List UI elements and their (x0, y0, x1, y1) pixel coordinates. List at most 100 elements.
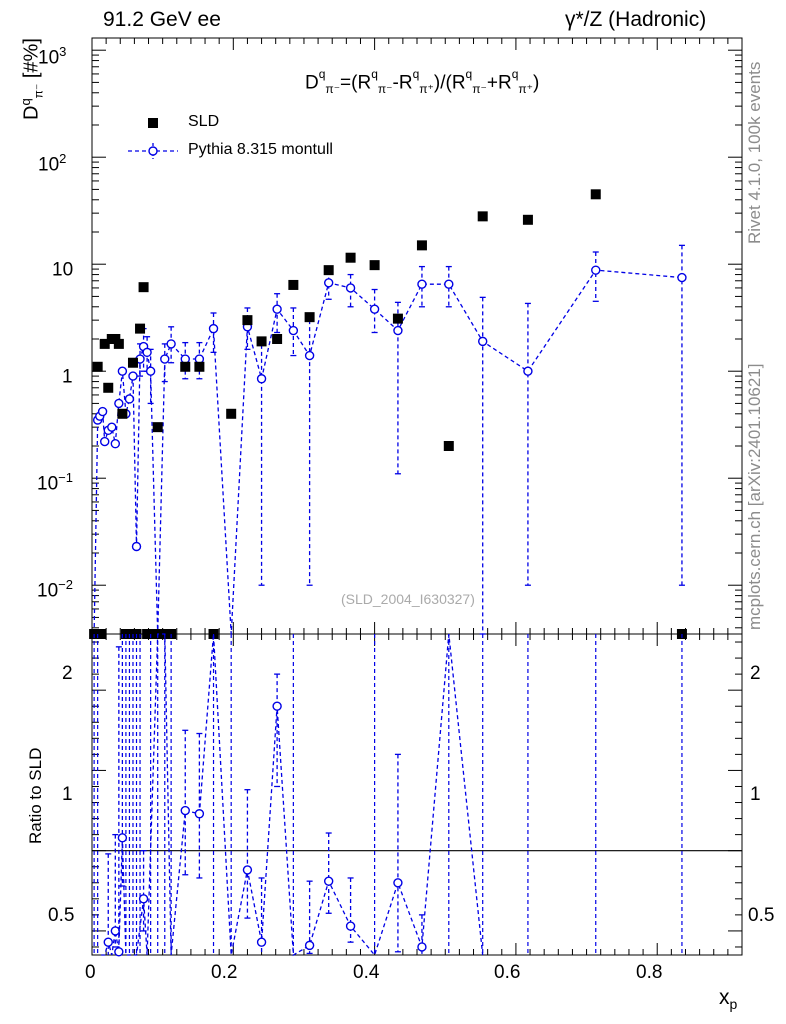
data-point (226, 408, 237, 419)
formula-sup-4: q (511, 67, 519, 81)
top-y-tick-label-100: 102 (38, 151, 67, 176)
data-point (117, 408, 128, 419)
data-point (113, 338, 124, 349)
analysis-annotation: (SLD_2004_I630327) (341, 591, 475, 607)
x-tick-label-2: 0.4 (353, 962, 380, 983)
mc-point (166, 339, 176, 349)
mc-point (160, 354, 170, 364)
x-tick-label-1: 0.2 (211, 962, 238, 983)
data-point (590, 189, 601, 200)
data-point (127, 357, 138, 368)
mc-point (288, 325, 299, 336)
x-label-sub: p (729, 996, 738, 1013)
mc-point (131, 541, 142, 552)
mc-point (369, 304, 380, 314)
mc-point (677, 272, 687, 283)
bottom-y-tick-label-0.5-right: 0.5 (748, 905, 775, 926)
data-point (256, 336, 267, 347)
mc-point (393, 325, 403, 336)
data-point (194, 361, 205, 372)
mc-point (97, 406, 108, 417)
mc-point (142, 347, 152, 358)
ratio-point (138, 894, 149, 904)
mc-point (591, 265, 601, 275)
data-point (152, 422, 163, 433)
mc-point (124, 394, 135, 404)
legend-data-label: SLD (188, 113, 220, 130)
formula-lhs-sub: π⁻ (325, 82, 341, 97)
formula-sub-2: π⁺ (419, 82, 434, 97)
ratio-point (345, 921, 356, 931)
mc-point (523, 366, 533, 376)
data-point (477, 211, 488, 222)
formula-sub-4: π⁺ (518, 82, 533, 97)
formula-div: )/(R (433, 72, 466, 94)
ratio-point (110, 926, 121, 936)
bottom-y-tick-label-2-left: 2 (62, 663, 73, 684)
header-right: γ*/Z (Hadronic) (565, 8, 707, 31)
mc-point (100, 436, 110, 447)
data-point (96, 629, 107, 639)
ratio-line (101, 633, 484, 957)
ratio-point (242, 865, 253, 875)
formula-lhs: D (305, 72, 319, 94)
top-y-tick-label-10: 10 (52, 259, 74, 281)
mc-point (110, 439, 121, 449)
bottom-y-tick-label-1-right: 1 (750, 784, 761, 805)
formula-lhs-sup: q (318, 67, 326, 81)
ratio-point (323, 876, 334, 886)
data-point (304, 312, 315, 323)
mc-point (208, 323, 219, 334)
data-point (369, 260, 380, 271)
mc-point (272, 304, 282, 314)
formula: Dqπ⁻=(Rqπ⁻-Rqπ⁺)/(Rqπ⁻+Rqπ⁺) (305, 67, 540, 97)
top-y-tick-label-0.01: 10−2 (37, 577, 73, 602)
mc-point (117, 366, 128, 376)
mc-point (114, 398, 124, 409)
formula-sup-3: q (465, 67, 473, 81)
mc-point (145, 366, 156, 376)
top-panel-frame (91, 37, 743, 635)
formula-sup-2: q (412, 67, 420, 81)
top-y-tick-label-1000: 103 (38, 44, 67, 69)
ratio-point (180, 805, 190, 816)
mc-point (256, 374, 267, 384)
formula-close: ) (533, 72, 540, 94)
mc-point (345, 283, 356, 293)
mc-point (444, 279, 454, 289)
data-point (272, 333, 283, 344)
ratio-point (417, 942, 427, 952)
data-point (416, 240, 427, 251)
data-point (242, 315, 253, 326)
data-point (99, 338, 110, 349)
ratio-point (194, 809, 205, 819)
mc-point (478, 336, 488, 347)
x-tick-label-0: 0 (85, 962, 96, 983)
bottom-panel-frame (91, 633, 743, 956)
x-label-base: x (719, 986, 730, 1009)
ratio-point (114, 947, 124, 957)
ratio-point (272, 701, 282, 711)
formula-sub-3: π⁻ (472, 82, 487, 97)
ratio-point (256, 937, 267, 947)
bottom-y-tick-label-1-left: 1 (62, 784, 73, 805)
data-point (103, 382, 114, 393)
legend-data-marker (148, 118, 158, 128)
header-left: 91.2 GeV ee (103, 8, 221, 31)
x-tick-label-4: 0.8 (636, 962, 663, 983)
ratio-point (103, 937, 113, 947)
formula-open: =(R (340, 72, 372, 94)
data-point (345, 252, 356, 263)
bottom-y-tick-label-0.5-left: 0.5 (48, 905, 75, 926)
mc-line (93, 269, 682, 635)
mc-point (417, 279, 427, 289)
ratio-point (117, 833, 128, 843)
formula-plus: +R (486, 72, 512, 94)
mc-point (107, 422, 117, 432)
formula-sup-1: q (371, 67, 378, 81)
ratio-point (304, 940, 315, 951)
bottom-y-tick-label-2-right: 2 (750, 663, 761, 684)
ratio-point (393, 878, 403, 888)
x-tick-label-3: 0.6 (494, 962, 521, 983)
